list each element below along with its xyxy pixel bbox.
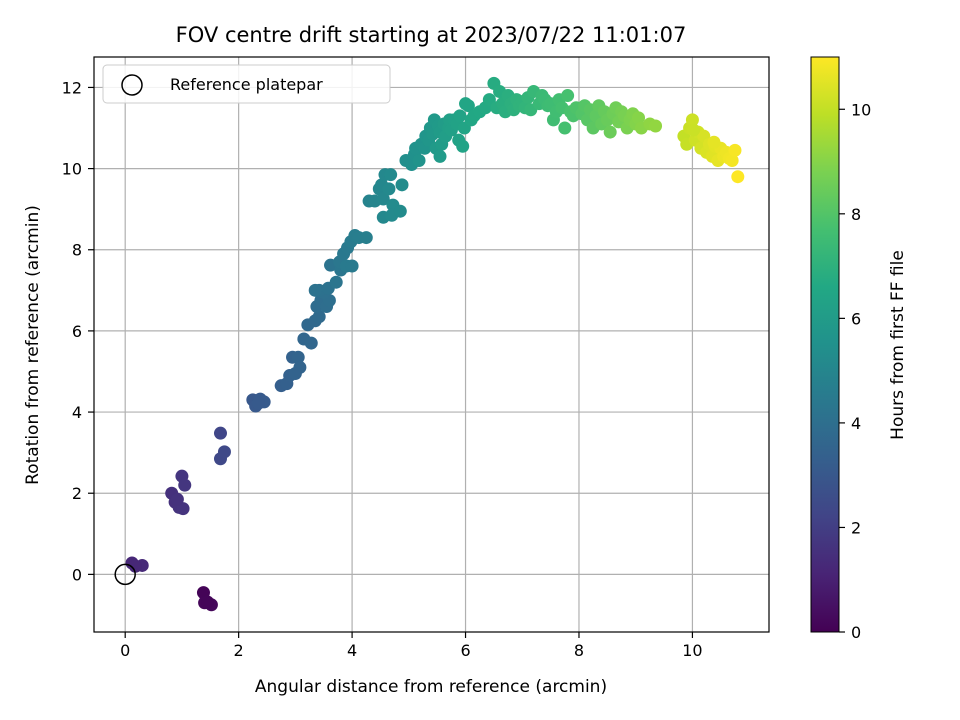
x-tick-label: 2 [234, 641, 244, 660]
data-point [649, 119, 663, 133]
colorbar-ticks: 0 2 4 6 8 10 [839, 100, 871, 642]
data-point [200, 595, 214, 609]
data-point [433, 149, 447, 163]
data-point [561, 89, 575, 103]
data-point [558, 121, 572, 135]
data-point [312, 310, 326, 324]
y-tick-label: 10 [62, 160, 82, 179]
colorbar-label: Hours from first FF file [888, 250, 908, 440]
data-point [685, 113, 699, 127]
data-point [251, 396, 265, 410]
data-points [125, 76, 745, 612]
chart-title: FOV centre drift starting at 2023/07/22 … [176, 23, 687, 47]
y-tick-label: 6 [72, 322, 82, 341]
data-point [461, 99, 475, 113]
colorbar-tick-label: 8 [851, 205, 861, 224]
colorbar-tick-label: 10 [851, 100, 871, 119]
colorbar-tick-label: 4 [851, 414, 861, 433]
data-point [329, 275, 343, 289]
data-point [376, 192, 390, 206]
reference-platepar-point [114, 563, 136, 586]
data-point [382, 182, 396, 196]
data-point [412, 153, 426, 167]
data-point [213, 426, 227, 440]
x-tick-label: 10 [682, 641, 702, 660]
data-point [393, 204, 407, 218]
colorbar-tick-label: 0 [851, 623, 861, 642]
y-tick-label: 4 [72, 403, 82, 422]
data-point [456, 139, 470, 153]
colorbar-tick-label: 6 [851, 309, 861, 328]
data-point [731, 170, 745, 184]
x-tick-label: 4 [347, 641, 357, 660]
data-point [395, 178, 409, 192]
data-point [384, 168, 398, 182]
data-point [687, 123, 701, 137]
legend-label-reference: Reference platepar [170, 75, 323, 94]
x-tick-label: 8 [574, 641, 584, 660]
data-point [291, 350, 305, 364]
data-point [308, 283, 322, 297]
legend-marker-reference [121, 74, 143, 96]
y-tick-label: 0 [72, 565, 82, 584]
data-point [359, 231, 373, 245]
reference-marker [114, 563, 136, 586]
x-tick-label: 0 [120, 641, 130, 660]
data-point [288, 367, 302, 381]
legend: Reference platepar [102, 64, 391, 104]
data-point [725, 153, 739, 167]
y-tick-label: 8 [72, 241, 82, 260]
x-tick-label: 6 [460, 641, 470, 660]
x-axis-label: Angular distance from reference (arcmin) [255, 677, 607, 697]
legend-box [102, 64, 391, 104]
data-point [603, 125, 617, 139]
data-point [178, 478, 192, 492]
y-tick-label: 12 [62, 78, 82, 97]
data-point [304, 336, 318, 350]
data-point [707, 135, 721, 149]
data-point [453, 109, 467, 123]
data-point [176, 502, 190, 516]
colorbar-tick-label: 2 [851, 518, 861, 537]
plot-frame [93, 56, 770, 633]
data-point [170, 492, 184, 506]
y-tick-label: 2 [72, 484, 82, 503]
x-axis-ticks: 0 2 4 6 8 10 [120, 632, 703, 660]
data-point [128, 559, 142, 573]
y-axis-ticks: 0 2 4 6 8 10 12 [62, 78, 94, 584]
data-point [632, 111, 646, 125]
y-axis-label: Rotation from reference (arcmin) [23, 205, 43, 485]
data-point [217, 445, 231, 459]
grid-lines [94, 57, 769, 632]
data-point [345, 259, 359, 273]
colorbar [810, 56, 840, 633]
data-point [728, 143, 742, 157]
